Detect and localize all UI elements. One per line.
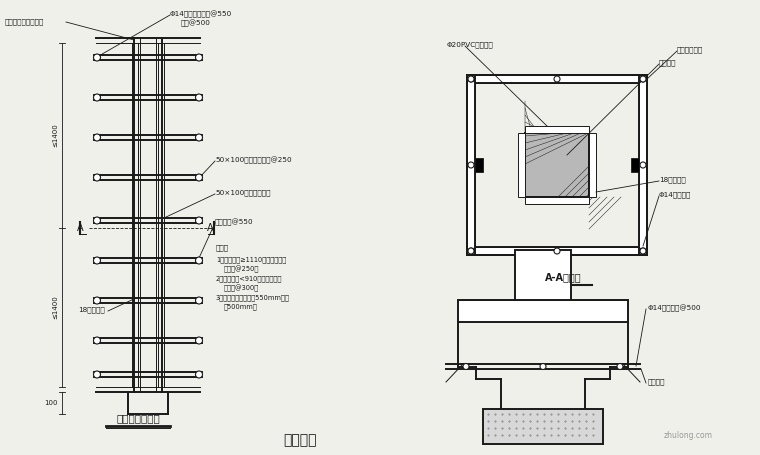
Text: 100: 100 [45, 400, 58, 406]
Circle shape [93, 94, 100, 101]
Bar [467, 75, 647, 83]
Bar [525, 197, 589, 204]
Text: zhulong.com: zhulong.com [663, 430, 713, 440]
Circle shape [640, 76, 646, 82]
Text: 说明：: 说明： [216, 245, 229, 251]
Circle shape [195, 134, 202, 141]
Circle shape [554, 248, 560, 254]
Circle shape [468, 248, 474, 254]
Circle shape [195, 54, 202, 61]
Circle shape [93, 54, 100, 61]
Circle shape [93, 297, 100, 304]
Text: 50×100木枋（背楞）@250: 50×100木枋（背楞）@250 [215, 157, 292, 164]
Circle shape [195, 297, 202, 304]
Circle shape [554, 76, 560, 82]
Bar [458, 300, 628, 322]
Text: Φ14对拉螺栓竖向@550: Φ14对拉螺栓竖向@550 [170, 10, 233, 18]
Circle shape [540, 364, 546, 369]
Text: 撑木枋@250。: 撑木枋@250。 [224, 265, 259, 273]
Bar [518, 133, 525, 197]
Text: Φ20PVC塑料套管: Φ20PVC塑料套管 [447, 42, 494, 48]
Bar [525, 133, 589, 197]
Circle shape [640, 248, 646, 254]
Circle shape [463, 364, 469, 369]
Circle shape [93, 257, 100, 264]
Text: 钢筋砼柱: 钢筋砼柱 [659, 60, 676, 66]
Circle shape [195, 257, 202, 264]
Text: 2、柱截面宽<910以下，柱模背: 2、柱截面宽<910以下，柱模背 [216, 276, 283, 282]
Circle shape [617, 364, 623, 369]
Circle shape [640, 248, 646, 254]
Text: 50×100木枋（背楞）: 50×100木枋（背楞） [215, 190, 271, 196]
Bar [631, 158, 639, 172]
Circle shape [468, 162, 474, 168]
Text: 柱模立面大样图: 柱模立面大样图 [116, 413, 160, 423]
Text: 18厚九夹板: 18厚九夹板 [659, 177, 686, 183]
Text: A-A剖面图: A-A剖面图 [545, 272, 581, 282]
Circle shape [640, 162, 646, 168]
Text: Φ14对拉螺栓@500: Φ14对拉螺栓@500 [648, 304, 701, 312]
Circle shape [195, 371, 202, 378]
Text: 撑木枋@300。: 撑木枋@300。 [224, 284, 259, 292]
Bar [525, 126, 589, 133]
Text: 钢管夹具@550: 钢管夹具@550 [215, 218, 254, 226]
Text: ≤1400: ≤1400 [52, 124, 58, 147]
Circle shape [468, 76, 474, 82]
Circle shape [468, 76, 474, 82]
Text: 向500mm。: 向500mm。 [224, 303, 258, 310]
Bar [589, 133, 596, 197]
Circle shape [93, 371, 100, 378]
Circle shape [195, 94, 202, 101]
Bar [483, 409, 603, 444]
Bar [475, 158, 483, 172]
Text: ≤1400: ≤1400 [52, 296, 58, 319]
Circle shape [640, 76, 646, 82]
Text: 红油漆涂上轴线标志: 红油漆涂上轴线标志 [5, 19, 44, 25]
Text: 1、柱截面宽≥1110以上，柱模背: 1、柱截面宽≥1110以上，柱模背 [216, 257, 287, 263]
Text: Φ14对拉螺栓: Φ14对拉螺栓 [659, 192, 692, 198]
Text: （图四）: （图四） [283, 433, 317, 447]
Bar [639, 75, 647, 255]
Circle shape [93, 134, 100, 141]
Text: 钢管稳定支架: 钢管稳定支架 [677, 47, 703, 53]
Text: 横向@500: 横向@500 [181, 19, 211, 27]
Circle shape [195, 337, 202, 344]
Circle shape [195, 217, 202, 224]
Circle shape [93, 217, 100, 224]
Bar [467, 75, 475, 255]
Circle shape [468, 248, 474, 254]
Text: 3、柱模件间距：竖向550mm；横: 3、柱模件间距：竖向550mm；横 [216, 295, 290, 301]
Circle shape [195, 174, 202, 181]
Bar [467, 247, 647, 255]
Text: A: A [77, 223, 84, 233]
Text: 钢管夹具: 钢管夹具 [648, 379, 666, 385]
Text: A: A [207, 223, 214, 233]
Circle shape [93, 174, 100, 181]
Text: 18厚九夹板: 18厚九夹板 [78, 307, 105, 313]
Bar [515, 250, 571, 300]
Circle shape [93, 337, 100, 344]
